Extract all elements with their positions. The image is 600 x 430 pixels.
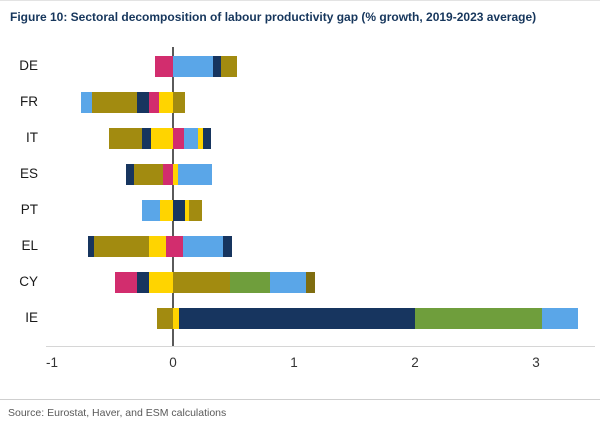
source-note: Source: Eurostat, Haver, and ESM calcula… — [0, 399, 600, 430]
bar-segment-navy — [179, 308, 416, 329]
bar-segment-magenta — [154, 56, 174, 77]
bar-segment-yellow — [159, 200, 174, 221]
chart-plot — [46, 47, 595, 347]
bar-segment-yellow — [148, 272, 174, 293]
bar-segment-navy — [203, 128, 211, 149]
bar-segment-magenta — [114, 272, 137, 293]
bar-segment-olive — [91, 92, 137, 113]
bar-segment-lightblue — [81, 92, 92, 113]
x-tick-label: 0 — [169, 355, 177, 370]
bar-segment-yellow — [158, 92, 174, 113]
bar-segment-darkolive — [306, 272, 315, 293]
bar-segment-olive — [94, 236, 149, 257]
country-label: EL — [21, 238, 38, 253]
bar-segment-navy — [125, 164, 135, 185]
bar-segment-navy — [136, 272, 149, 293]
bar-segment-magenta — [165, 236, 174, 257]
bar-segment-yellow — [198, 128, 204, 149]
bar-segment-yellow — [148, 236, 166, 257]
bar-segment-navy — [141, 128, 152, 149]
bar-segment-magenta — [148, 92, 159, 113]
bar-segment-olive — [157, 308, 174, 329]
bar-segment-olive — [188, 200, 203, 221]
bar-segment-navy — [173, 200, 186, 221]
bar-segment-lightblue — [542, 308, 579, 329]
country-label: ES — [19, 166, 38, 181]
bar-segment-lightblue — [269, 272, 307, 293]
x-tick-label: -1 — [46, 355, 59, 370]
bar-segment-magenta — [173, 236, 183, 257]
bar-segment-lightblue — [177, 164, 212, 185]
bar-segment-navy — [88, 236, 95, 257]
bar-segment-olive — [108, 128, 142, 149]
bar-segment-yellow — [173, 308, 180, 329]
bar-segment-olive — [173, 272, 230, 293]
country-label: FR — [20, 94, 38, 109]
bar-segment-yellow — [185, 200, 189, 221]
bar-segment-navy — [136, 92, 149, 113]
bar-segment-green — [229, 272, 270, 293]
figure-title: Figure 10: Sectoral decomposition of lab… — [10, 10, 537, 24]
bar-segment-magenta — [163, 164, 174, 185]
bar-segment-yellow — [173, 164, 178, 185]
country-label: DE — [19, 58, 38, 73]
country-label: IE — [25, 310, 38, 325]
x-tick-label: 3 — [532, 355, 540, 370]
x-tick-label: 1 — [290, 355, 298, 370]
bar-segment-green — [415, 308, 543, 329]
bar-segment-navy — [222, 236, 233, 257]
bar-segment-lightblue — [173, 56, 213, 77]
bar-segment-lightblue — [141, 200, 160, 221]
x-tick-label: 2 — [411, 355, 419, 370]
bar-segment-yellow — [151, 128, 174, 149]
bar-segment-olive — [173, 92, 186, 113]
bar-segment-olive — [221, 56, 238, 77]
country-label: IT — [26, 130, 38, 145]
bar-segment-olive — [134, 164, 164, 185]
bar-segment-magenta — [173, 128, 184, 149]
zero-line — [172, 47, 175, 346]
country-label: PT — [20, 202, 38, 217]
bar-segment-lightblue — [182, 236, 223, 257]
country-label: CY — [19, 274, 38, 289]
bar-segment-navy — [212, 56, 222, 77]
bar-segment-lightblue — [183, 128, 199, 149]
